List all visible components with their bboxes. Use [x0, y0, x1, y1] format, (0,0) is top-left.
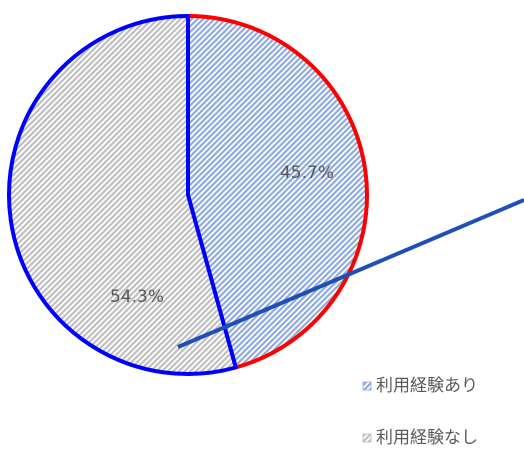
legend-swatch	[362, 381, 372, 391]
legend-label: 利用経験あり	[376, 376, 478, 396]
legend-label: 利用経験なし	[376, 428, 478, 448]
value-label: 54.3%	[110, 287, 164, 307]
value-label: 45.7%	[280, 163, 334, 183]
legend-swatch	[362, 433, 372, 443]
pie: 45.7% 54.3%	[7, 14, 369, 376]
annotation-line	[177, 198, 524, 349]
pie-slice	[7, 14, 238, 376]
pie-slice	[186, 14, 369, 370]
